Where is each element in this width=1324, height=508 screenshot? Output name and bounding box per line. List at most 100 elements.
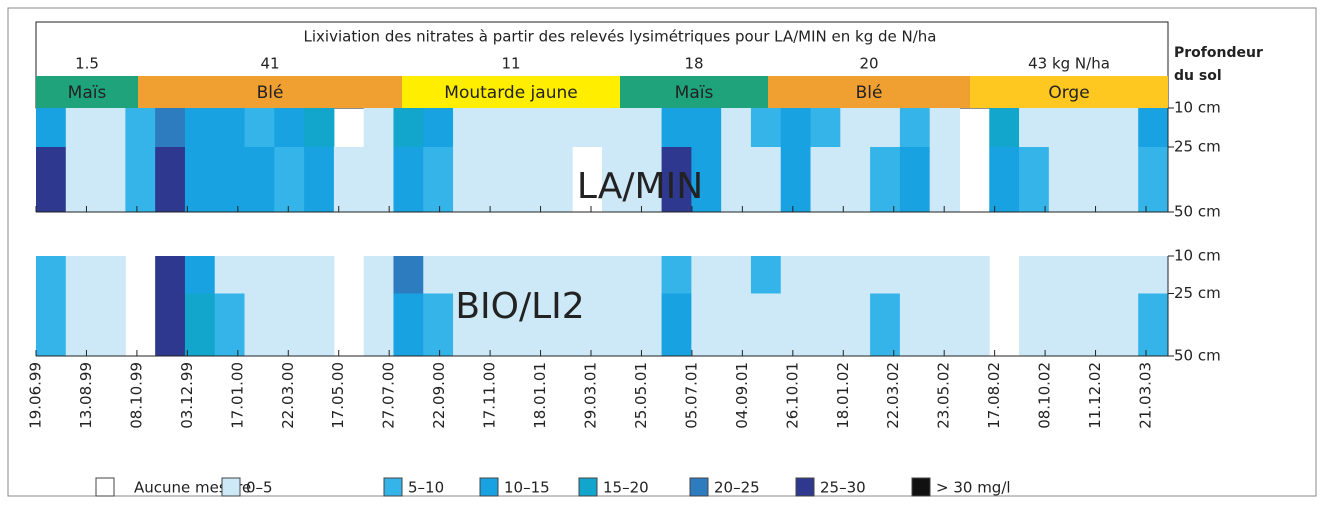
heat-cell — [274, 147, 305, 212]
heat-cell — [631, 256, 663, 294]
heat-cell — [929, 147, 960, 212]
heat-cell — [453, 293, 484, 356]
heat-cell — [36, 256, 67, 294]
heat-cell — [810, 293, 841, 356]
heat-cell — [899, 147, 931, 212]
heat-cell — [631, 108, 663, 147]
x-tick-label: 08.10.99 — [127, 362, 145, 429]
legend-swatch — [479, 477, 499, 497]
y-tick-label: 50 cm — [1174, 203, 1221, 221]
heat-cell — [929, 256, 960, 294]
x-tick-label: 17.11.00 — [481, 362, 499, 429]
heat-cell — [244, 256, 275, 294]
depth-title: du sol — [1174, 68, 1222, 84]
heat-cell — [780, 147, 812, 212]
heat-cell — [214, 256, 246, 294]
y-tick-label: 10 cm — [1174, 247, 1221, 265]
heat-cell — [482, 147, 514, 212]
crop-name: Maïs — [675, 83, 714, 103]
heat-cell — [36, 108, 67, 147]
heat-cell — [840, 256, 871, 294]
legend-label: 15–20 — [603, 479, 649, 497]
heat-cell — [1138, 256, 1169, 294]
x-tick-label: 18.01.02 — [834, 362, 852, 429]
heat-cell — [65, 256, 97, 294]
heat-cell — [274, 108, 305, 147]
heat-cell — [661, 147, 692, 212]
heat-cell — [721, 256, 752, 294]
heat-cell — [1078, 256, 1109, 294]
heat-cell — [899, 293, 931, 356]
x-tick-label: 19.06.99 — [27, 362, 45, 429]
panel-label: LA/MIN — [577, 166, 703, 207]
panel-label: BIO/LI2 — [455, 286, 584, 327]
crop-name: Moutarde jaune — [444, 83, 577, 103]
legend-swatch — [95, 477, 115, 497]
heat-cell — [691, 293, 722, 356]
y-tick-label: 25 cm — [1174, 138, 1221, 156]
leaching-value: 43 kg N/ha — [1028, 55, 1110, 73]
legend-swatch — [911, 477, 931, 497]
heat-cell — [870, 293, 901, 356]
heat-cell — [214, 108, 246, 147]
heat-cell — [333, 147, 365, 212]
heat-cell — [393, 293, 424, 356]
heat-cell — [810, 147, 841, 212]
heat-cell — [542, 256, 573, 294]
heat-cell — [661, 293, 692, 356]
heat-cell — [274, 293, 305, 356]
heat-cell — [36, 147, 67, 212]
legend-label: > 30 mg/l — [936, 479, 1011, 497]
heat-cell — [184, 108, 216, 147]
x-tick-label: 03.12.99 — [178, 362, 196, 429]
x-tick-label: 17.01.00 — [228, 362, 246, 429]
heat-cell — [1019, 108, 1050, 147]
heat-cell — [572, 256, 603, 294]
crop-name: Orge — [1048, 83, 1089, 103]
heat-cell — [393, 108, 424, 147]
crop-band — [620, 76, 768, 108]
heat-cell — [1048, 147, 1080, 212]
x-tick-label: 26.10.01 — [783, 362, 801, 429]
legend-swatch — [578, 477, 598, 497]
heat-cell — [155, 256, 186, 294]
heat-cell — [691, 147, 722, 212]
heat-cell — [184, 293, 216, 356]
heat-cell — [750, 256, 782, 294]
heat-cell — [1019, 293, 1050, 356]
heat-cell — [840, 108, 871, 147]
heat-cell — [959, 293, 990, 356]
heat-cell — [1078, 108, 1109, 147]
heat-cell — [125, 147, 156, 212]
y-tick-label: 50 cm — [1174, 347, 1221, 365]
heat-cell — [721, 147, 752, 212]
crop-band — [36, 76, 138, 108]
heat-cell — [304, 147, 335, 212]
heat-cell — [691, 108, 722, 147]
heat-cell — [1019, 256, 1050, 294]
x-tick-label: 18.01.01 — [531, 362, 549, 429]
heat-cell — [989, 108, 1020, 147]
heat-cell — [244, 147, 275, 212]
heat-cell — [393, 147, 424, 212]
heat-cell — [1078, 293, 1109, 356]
heat-cell — [1108, 108, 1139, 147]
leaching-value: 18 — [684, 55, 703, 73]
legend-label: 25–30 — [820, 479, 866, 497]
heat-cell — [482, 108, 514, 147]
heat-cell — [870, 108, 901, 147]
heat-cell — [423, 108, 454, 147]
chart-title: Lixiviation des nitrates à partir des re… — [304, 28, 937, 46]
heat-cell — [125, 108, 156, 147]
legend-swatch — [221, 477, 241, 497]
heat-cell — [750, 108, 782, 147]
x-tick-label: 22.03.02 — [884, 362, 902, 429]
depth-title: Profondeur — [1174, 45, 1263, 61]
heat-cell — [989, 147, 1020, 212]
heat-cell — [482, 256, 514, 294]
heat-cell — [721, 293, 752, 356]
heat-cell — [780, 293, 812, 356]
heat-cell — [810, 108, 841, 147]
heat-cell — [1048, 293, 1080, 356]
